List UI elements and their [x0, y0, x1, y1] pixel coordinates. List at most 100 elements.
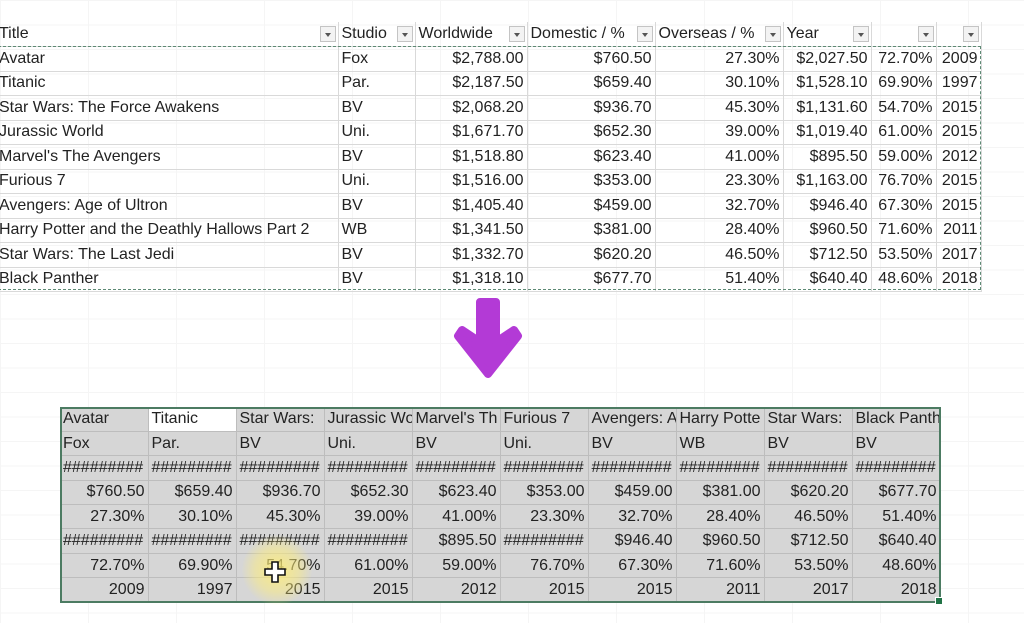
table-cell[interactable]: #########: [148, 528, 237, 554]
table-cell[interactable]: 32.70%: [588, 504, 677, 530]
table-cell[interactable]: 2015: [936, 120, 982, 145]
table-cell[interactable]: 72.70%: [871, 46, 937, 72]
table-cell[interactable]: 69.90%: [148, 553, 237, 579]
table-cell[interactable]: $895.50: [412, 528, 501, 554]
table-cell[interactable]: 28.40%: [655, 218, 784, 243]
table-cell[interactable]: $623.40: [412, 480, 501, 506]
table-cell[interactable]: $712.50: [764, 528, 853, 554]
table-cell[interactable]: BV: [338, 144, 416, 170]
table-cell[interactable]: Marvel's Th: [412, 407, 501, 432]
table-cell[interactable]: Black Panth: [852, 407, 941, 432]
table-cell[interactable]: $640.40: [852, 528, 941, 554]
table-cell[interactable]: Par.: [338, 71, 416, 96]
table-cell[interactable]: BV: [338, 193, 416, 219]
table-cell[interactable]: BV: [236, 431, 325, 457]
table-cell[interactable]: Harry Potte: [676, 407, 765, 432]
table-cell[interactable]: 30.10%: [148, 504, 237, 530]
filter-dropdown-icon[interactable]: [962, 26, 979, 42]
table-cell[interactable]: #########: [60, 528, 149, 554]
table-cell[interactable]: 39.00%: [324, 504, 413, 530]
table-cell[interactable]: $640.40: [783, 267, 872, 292]
table-cell[interactable]: 2011: [676, 577, 765, 603]
table-cell[interactable]: Avatar: [0, 46, 339, 72]
table-cell[interactable]: $1,332.70: [415, 242, 528, 268]
table-cell[interactable]: Marvel's The Avengers: [0, 144, 339, 170]
table-cell[interactable]: 48.60%: [852, 553, 941, 579]
table-cell[interactable]: $1,019.40: [783, 120, 872, 145]
table-cell[interactable]: $760.50: [527, 46, 656, 72]
table-cell[interactable]: BV: [338, 242, 416, 268]
table-cell[interactable]: #########: [324, 528, 413, 554]
filter-dropdown-icon[interactable]: [636, 26, 653, 42]
table-cell[interactable]: BV: [764, 431, 853, 457]
filter-dropdown-icon[interactable]: [917, 26, 934, 42]
table-cell[interactable]: 41.00%: [655, 144, 784, 170]
table-cell[interactable]: $936.70: [527, 95, 656, 121]
table-cell[interactable]: 76.70%: [871, 169, 937, 194]
table-cell[interactable]: $652.30: [324, 480, 413, 506]
table-cell[interactable]: #########: [588, 455, 677, 481]
table-cell[interactable]: 1997: [148, 577, 237, 603]
table-cell[interactable]: 1997: [936, 71, 982, 96]
table-cell[interactable]: $2,027.50: [783, 46, 872, 72]
table-cell[interactable]: BV: [588, 431, 677, 457]
table-cell[interactable]: 2015: [588, 577, 677, 603]
table-cell[interactable]: 23.30%: [655, 169, 784, 194]
table-cell[interactable]: #########: [764, 455, 853, 481]
table-cell[interactable]: 67.30%: [588, 553, 677, 579]
table-cell[interactable]: $353.00: [527, 169, 656, 194]
table-cell[interactable]: #########: [236, 528, 325, 554]
table-cell[interactable]: 59.00%: [412, 553, 501, 579]
table-cell[interactable]: 54.70%: [871, 95, 937, 121]
table-cell[interactable]: 51.40%: [852, 504, 941, 530]
table-cell[interactable]: $2,068.20: [415, 95, 528, 121]
column-header[interactable]: Studio: [338, 22, 416, 47]
table-cell[interactable]: 2015: [324, 577, 413, 603]
table-cell[interactable]: #########: [500, 455, 589, 481]
table-cell[interactable]: $652.30: [527, 120, 656, 145]
table-cell[interactable]: 2015: [936, 169, 982, 194]
table-cell[interactable]: $659.40: [148, 480, 237, 506]
table-cell[interactable]: 76.70%: [500, 553, 589, 579]
table-cell[interactable]: Star Wars:: [764, 407, 853, 432]
table-cell[interactable]: $677.70: [852, 480, 941, 506]
table-cell[interactable]: 27.30%: [60, 504, 149, 530]
table-cell[interactable]: 2009: [60, 577, 149, 603]
column-header[interactable]: [871, 22, 937, 47]
table-cell[interactable]: 2017: [936, 242, 982, 268]
table-cell[interactable]: Star Wars: The Force Awakens: [0, 95, 339, 121]
table-cell[interactable]: $1,405.40: [415, 193, 528, 219]
table-cell[interactable]: Par.: [148, 431, 237, 457]
table-cell[interactable]: #########: [852, 455, 941, 481]
table-cell[interactable]: $960.50: [783, 218, 872, 243]
filter-dropdown-icon[interactable]: [764, 26, 781, 42]
column-header[interactable]: Overseas / %: [655, 22, 784, 47]
table-cell[interactable]: 39.00%: [655, 120, 784, 145]
column-header[interactable]: Domestic / %: [527, 22, 656, 47]
table-cell[interactable]: 2017: [764, 577, 853, 603]
table-cell[interactable]: Uni.: [338, 169, 416, 194]
table-cell[interactable]: 2015: [500, 577, 589, 603]
table-cell[interactable]: $946.40: [783, 193, 872, 219]
table-cell[interactable]: 71.60%: [676, 553, 765, 579]
table-cell[interactable]: 2011: [936, 218, 982, 243]
table-cell[interactable]: 61.00%: [871, 120, 937, 145]
table-cell[interactable]: $623.40: [527, 144, 656, 170]
table-cell[interactable]: Jurassic Wo: [324, 407, 413, 432]
table-cell[interactable]: Uni.: [500, 431, 589, 457]
table-cell[interactable]: 28.40%: [676, 504, 765, 530]
column-header[interactable]: [936, 22, 982, 47]
table-cell[interactable]: $620.20: [527, 242, 656, 268]
table-cell[interactable]: 51.40%: [655, 267, 784, 292]
column-header[interactable]: Year: [783, 22, 872, 47]
filter-dropdown-icon[interactable]: [508, 26, 525, 42]
table-cell[interactable]: 2012: [412, 577, 501, 603]
table-cell[interactable]: Avatar: [60, 407, 149, 432]
table-cell[interactable]: $1,516.00: [415, 169, 528, 194]
table-cell[interactable]: $936.70: [236, 480, 325, 506]
table-cell[interactable]: $659.40: [527, 71, 656, 96]
table-cell[interactable]: 2018: [936, 267, 982, 292]
table-cell[interactable]: Star Wars:: [236, 407, 325, 432]
table-cell[interactable]: 48.60%: [871, 267, 937, 292]
table-cell[interactable]: Avengers: Age of Ultron: [0, 193, 339, 219]
